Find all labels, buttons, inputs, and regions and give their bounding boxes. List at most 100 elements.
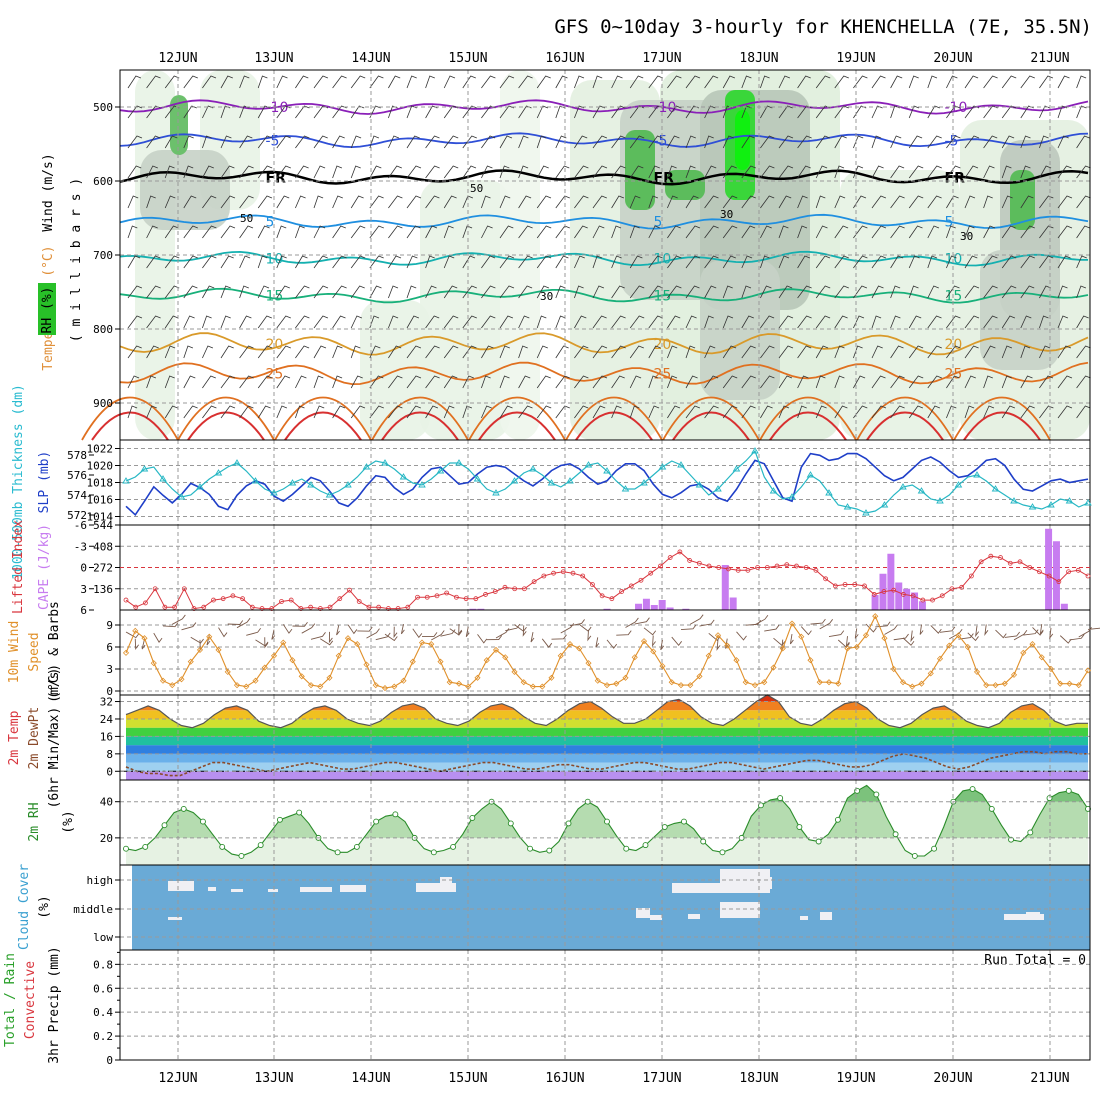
wind-barb (350, 165, 361, 179)
wind-barb (778, 285, 793, 299)
wind-barb (815, 345, 829, 359)
wind-barb (760, 105, 773, 119)
wind-barb (834, 225, 849, 239)
wind-barb (388, 135, 400, 149)
wind-barb (313, 375, 324, 389)
wind-barb (276, 315, 291, 329)
wind-barb (1001, 195, 1013, 209)
wind-barb (202, 195, 217, 209)
date-label-bottom: 15JUN (448, 1071, 487, 1086)
isotherm-label: 5 (945, 215, 954, 231)
wind-barb (797, 375, 809, 389)
wind-barb (704, 405, 719, 419)
cloud-patch (760, 877, 772, 889)
wind-barb (146, 75, 161, 89)
wind-barb (629, 375, 642, 389)
wind-barb (1076, 165, 1091, 179)
wind-speed-point (1001, 680, 1008, 687)
surface-wind-barb (162, 622, 179, 628)
rh-contour-label: 30 (960, 230, 973, 243)
wind-barb (778, 405, 790, 419)
thickness-axis-label: 1000-500mb Thickness (dm) (11, 384, 26, 580)
surface-wind-barb (366, 628, 380, 639)
wind-barb (239, 285, 249, 299)
lifted-index-point (483, 592, 488, 597)
wind-barb (220, 195, 236, 209)
surface-wind-barb (893, 633, 909, 641)
wind-barb (1039, 165, 1052, 179)
wind-barb (406, 375, 422, 389)
wind-barb (871, 255, 887, 269)
isotherm-warm-arc (866, 411, 944, 441)
rh-point (238, 853, 245, 859)
surface-wind-barb (310, 632, 326, 640)
isotherm-line (119, 213, 1089, 230)
cloud-patch (168, 917, 182, 920)
wind-barb (425, 225, 438, 239)
thickness-point (899, 483, 907, 490)
rh-point (911, 853, 918, 859)
lifted-index-point (240, 596, 246, 602)
isotherm-line (119, 99, 1089, 115)
thickness-point (1010, 497, 1018, 504)
wind-barb (146, 405, 157, 419)
wind-barb (871, 405, 887, 419)
wind-barb (574, 195, 589, 209)
wind-barb (481, 165, 493, 179)
thickness-point (1065, 497, 1074, 504)
wind-barb (722, 75, 736, 89)
wind-barb (443, 405, 455, 419)
wind-barb (239, 375, 254, 389)
wind-barb (964, 255, 978, 269)
thickness-point (732, 465, 741, 472)
wind-barb (332, 135, 345, 149)
wind-barb (183, 225, 198, 239)
rh-point (661, 824, 668, 830)
wind-barb (853, 375, 866, 389)
wind-panel: 0 3 6 9 10m Wind Speed (m/s) & Barbs (7, 601, 1100, 703)
surface-wind-barb (486, 635, 503, 641)
wind-barb (481, 285, 496, 299)
wind-barb (202, 315, 212, 329)
wind-speed-point (381, 685, 389, 692)
wind-barb (164, 315, 179, 329)
thickness-point (603, 467, 611, 474)
wind-barb (146, 255, 161, 269)
wind-barb (220, 225, 236, 239)
wind-barb (462, 375, 474, 389)
date-label-top: 12JUN (158, 51, 197, 66)
wind-speed-point (159, 677, 167, 684)
wind-barb (332, 285, 347, 299)
wind-barb (871, 195, 887, 209)
wind-barb (611, 165, 626, 179)
wind-barb (369, 165, 382, 179)
surface-wind-barb (1069, 633, 1085, 641)
wind-speed-point (335, 652, 342, 659)
lifted-index-point (1007, 560, 1013, 566)
temp-tick-label: 0 (106, 765, 113, 778)
wind-barb (462, 255, 476, 269)
wind-barb (1057, 165, 1072, 179)
lifted-index-point (803, 565, 809, 570)
isotherm-label: FR (266, 170, 287, 186)
wind-barb (406, 195, 422, 209)
wind-barb (481, 405, 492, 419)
wind-barb (815, 165, 828, 179)
wind-barb (1001, 345, 1013, 359)
wind-barb (1020, 345, 1031, 359)
wind-barb (871, 285, 884, 299)
thickness-point (843, 503, 852, 510)
wind-barb (722, 345, 737, 359)
surface-wind-barb (708, 632, 721, 641)
wind-barb (164, 255, 180, 269)
wind-speed-point (233, 682, 241, 689)
surface-wind-barb (699, 619, 715, 627)
wind-barb (481, 195, 491, 209)
cape-axis-label: CAPE (J/kg) (37, 524, 52, 610)
wind-speed-point (890, 665, 897, 673)
wind-barb (797, 75, 811, 89)
lifted-index-point (385, 606, 391, 611)
thickness-point (880, 501, 889, 508)
wind-barb (127, 225, 138, 239)
cloud-patch (800, 916, 808, 920)
